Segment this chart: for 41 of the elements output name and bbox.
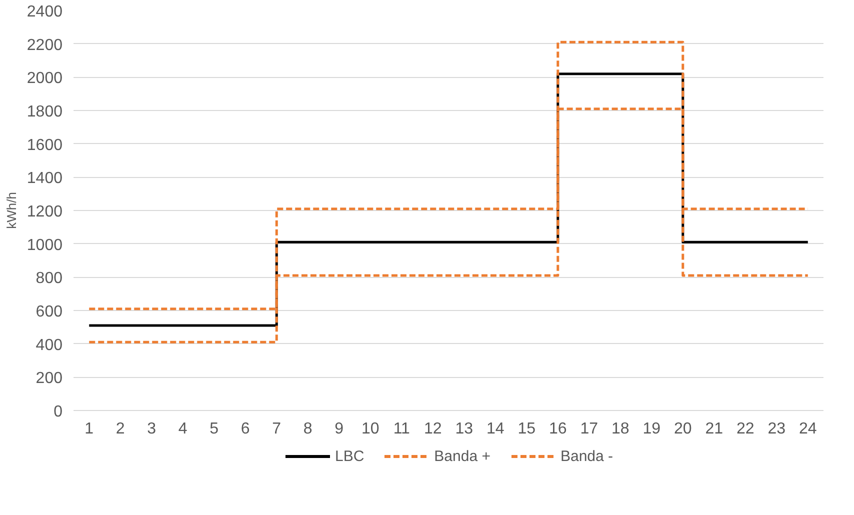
x-tick-label: 16: [548, 420, 567, 438]
x-tick-label: 8: [303, 420, 312, 438]
x-tick-label: 9: [334, 420, 344, 438]
y-tick-label: 2400: [26, 4, 63, 20]
x-tick-label: 24: [798, 420, 817, 438]
x-tick-label: 6: [240, 420, 250, 438]
legend-label: Banda +: [434, 448, 490, 464]
y-tick-label: 2200: [26, 36, 63, 54]
x-tick-label: 17: [580, 420, 598, 438]
x-tick-label: 12: [424, 420, 442, 438]
x-tick-label: 4: [178, 420, 188, 438]
y-tick-label: 1800: [26, 104, 63, 120]
y-tick-label: 400: [36, 336, 63, 354]
y-tick-label: 1600: [26, 136, 63, 154]
x-tick-label: 14: [486, 420, 504, 438]
y-tick-label: 200: [36, 370, 63, 388]
x-tick-label: 3: [147, 420, 156, 438]
y-tick-label: 1200: [26, 204, 63, 220]
x-tick-label: 11: [393, 420, 410, 438]
legend-label: LBC: [334, 448, 364, 464]
y-tick-label: 600: [36, 304, 63, 320]
x-tick-label: 19: [642, 420, 661, 438]
legend-label: Banda -: [560, 448, 614, 464]
y-tick-label: 800: [36, 270, 63, 288]
x-tick-label: 10: [361, 420, 380, 438]
x-tick-label: 5: [210, 420, 219, 438]
x-tick-label: 18: [611, 420, 630, 438]
y-tick-label: 0: [54, 404, 63, 420]
x-tick-label: 2: [116, 420, 125, 438]
y-tick-label: 1400: [26, 170, 63, 188]
x-tick-label: 1: [84, 420, 94, 438]
y-tick-label: 1000: [26, 236, 63, 254]
x-tick-label: 21: [705, 420, 724, 438]
x-tick-label: 7: [272, 420, 282, 438]
y-axis-title: kWh/h: [4, 192, 19, 229]
y-tick-label: 2000: [26, 70, 63, 88]
x-tick-label: 20: [674, 420, 692, 438]
x-tick-label: 13: [455, 420, 474, 438]
x-tick-label: 15: [518, 420, 536, 438]
x-tick-label: 22: [736, 420, 754, 438]
x-tick-label: 23: [768, 420, 786, 438]
